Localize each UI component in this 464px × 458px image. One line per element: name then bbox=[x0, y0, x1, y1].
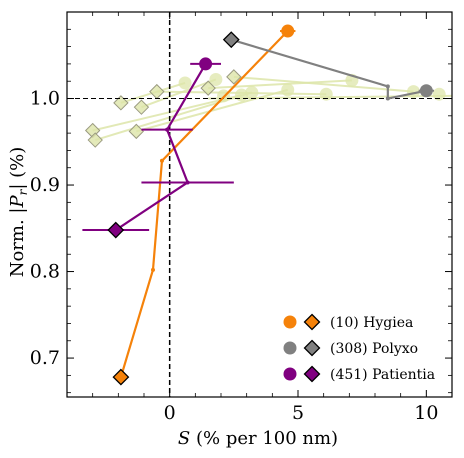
series-line bbox=[230, 38, 427, 100]
background-circle-point bbox=[178, 76, 192, 90]
series-diamond-point bbox=[112, 368, 130, 386]
series-point bbox=[385, 84, 390, 89]
legend-diamond-marker bbox=[303, 365, 321, 383]
y-tick-label: 0.9 bbox=[30, 174, 60, 196]
x-tick-label: 5 bbox=[292, 402, 304, 424]
x-axis-title: S (% per 100 nm) bbox=[178, 428, 338, 449]
background-circle-point bbox=[281, 83, 295, 97]
series-point bbox=[385, 96, 390, 101]
series-line bbox=[115, 63, 207, 231]
y-tick-label: 0.8 bbox=[30, 261, 60, 283]
legend-label: (451) Patientia bbox=[330, 367, 435, 383]
series-point bbox=[159, 158, 164, 163]
y-axis-prefix: Norm. bbox=[7, 214, 28, 278]
x-axis-variable: S bbox=[178, 428, 190, 449]
y-tick-label: 1.0 bbox=[30, 88, 60, 110]
background-diamond-point bbox=[149, 83, 165, 100]
background-circle-point bbox=[245, 85, 259, 99]
background-line bbox=[141, 78, 217, 109]
x-tick-label: 0 bbox=[164, 402, 176, 424]
y-axis-variable: |P bbox=[7, 195, 28, 214]
background-circle-point bbox=[432, 87, 446, 101]
background-circle-point bbox=[319, 87, 333, 101]
series-diamond-point bbox=[222, 31, 240, 49]
background-diamond-point bbox=[128, 123, 145, 140]
axis-ticks: 0 5 10 0.7 0.8 0.9 1.0 bbox=[30, 11, 453, 424]
series-circle-point bbox=[199, 57, 213, 71]
background-circle-point bbox=[209, 72, 223, 86]
y-axis-title: Norm. |Pr| (%) bbox=[7, 147, 30, 278]
legend-label: (10) Hygiea bbox=[330, 315, 413, 331]
y-tick-label: 0.7 bbox=[30, 347, 60, 369]
background-diamond-point bbox=[113, 95, 129, 111]
background-line bbox=[233, 75, 414, 93]
x-axis-unit: (% per 100 nm) bbox=[190, 428, 338, 449]
x-tick-label: 10 bbox=[414, 402, 438, 424]
background-diamond-point bbox=[226, 69, 242, 85]
y-axis-subscript: r bbox=[16, 188, 30, 195]
legend-diamond-marker bbox=[303, 313, 321, 331]
series-diamond-point bbox=[107, 221, 125, 239]
axes-frame bbox=[66, 11, 453, 398]
series-circle-point bbox=[419, 84, 433, 98]
axes-border bbox=[66, 11, 453, 398]
background-line bbox=[92, 94, 242, 132]
legend-diamond-marker bbox=[303, 339, 321, 357]
series-line bbox=[119, 30, 289, 378]
legend-circle-marker bbox=[283, 341, 297, 355]
plot-area bbox=[67, 12, 453, 397]
legend-circle-marker bbox=[283, 367, 297, 381]
background-diamond-point bbox=[200, 80, 216, 96]
background-diamond-point bbox=[87, 132, 103, 148]
y-axis-suffix: | (%) bbox=[7, 147, 28, 190]
background-diamond-point bbox=[133, 99, 150, 115]
series-point bbox=[150, 267, 155, 272]
legend: (10) Hygiea (308) Polyxo (451) Patientia bbox=[283, 313, 435, 383]
legend-label: (308) Polyxo bbox=[330, 341, 418, 357]
series-circle-point bbox=[281, 24, 295, 38]
legend-circle-marker bbox=[283, 315, 297, 329]
